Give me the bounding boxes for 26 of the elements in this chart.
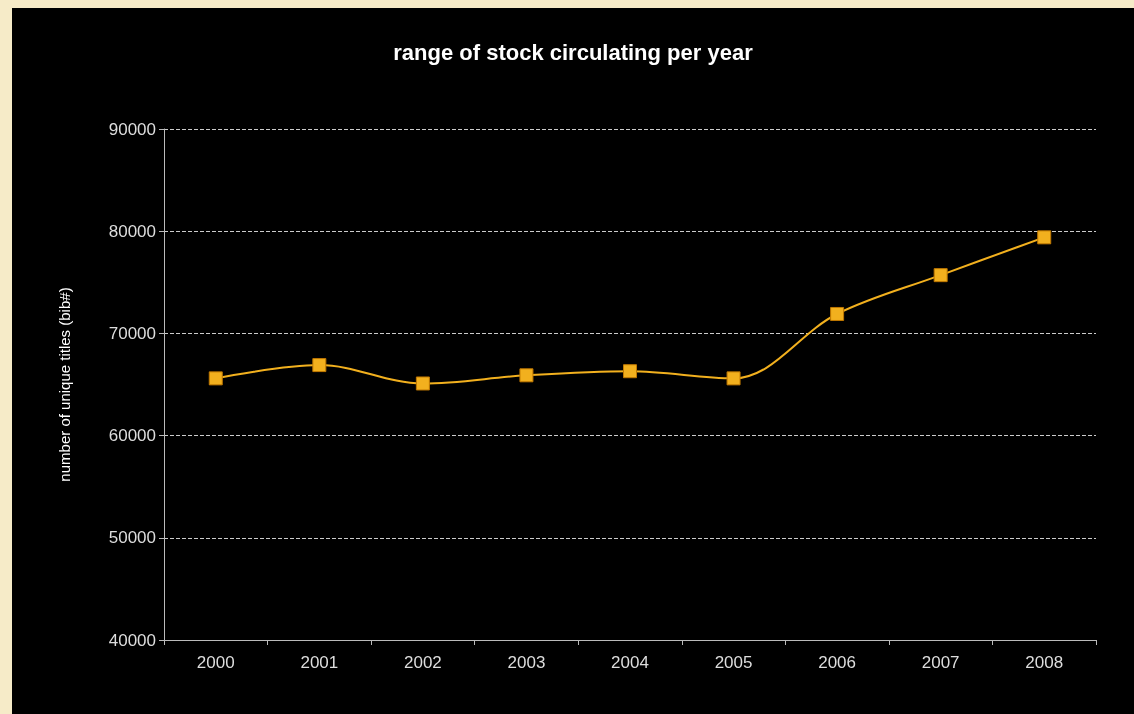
chart-title: range of stock circulating per year: [393, 39, 754, 65]
y-tick-label: 50000: [108, 528, 156, 548]
point: [519, 368, 534, 383]
point: [208, 371, 223, 386]
point: [415, 376, 430, 391]
x-tick-label: 2008: [1025, 653, 1064, 672]
y-axis-title: number of unique titles (bib#): [56, 287, 73, 482]
x-tick-label: 2004: [611, 653, 649, 672]
x-tick-label: 2002: [403, 653, 442, 672]
x-tick-label: 2005: [714, 653, 753, 672]
x-tick-label: 2006: [818, 653, 857, 672]
point: [830, 306, 845, 321]
y-tick-label: 60000: [108, 426, 156, 446]
point: [312, 358, 327, 373]
point: [933, 268, 948, 283]
x-tick-label: 2000: [196, 653, 235, 672]
y-tick-label: 70000: [108, 323, 156, 343]
y-tick-label: 80000: [108, 221, 156, 241]
point: [623, 364, 637, 379]
y-tick-label: 90000: [108, 119, 156, 139]
y-tick-label: 40000: [108, 630, 156, 650]
x-tick-label: 2007: [921, 653, 960, 672]
x-tick-label: 2003: [507, 653, 546, 672]
point: [1037, 230, 1052, 245]
point: [726, 371, 741, 386]
x-tick-label: 2001: [300, 653, 339, 672]
